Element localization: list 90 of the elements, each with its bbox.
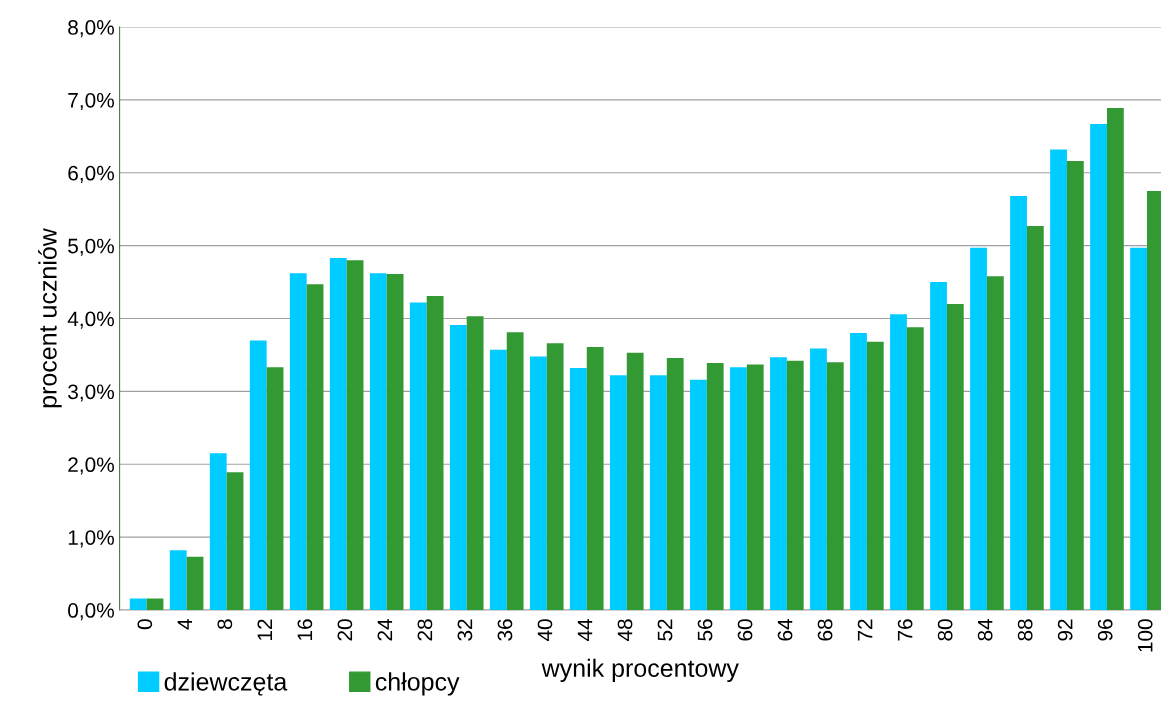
bar <box>1106 107 1124 611</box>
x-tick-label: 60 <box>737 619 753 641</box>
bar <box>426 295 444 611</box>
bar <box>986 276 1004 611</box>
x-tick-label: 56 <box>697 619 713 641</box>
bar <box>506 332 524 611</box>
x-tick-label: 16 <box>297 619 313 640</box>
bar <box>626 352 644 611</box>
bar <box>1010 196 1027 611</box>
x-tick-label: 4 <box>177 618 192 630</box>
x-tick-label: 64 <box>777 618 793 641</box>
y-axis-title: procent uczniów <box>38 228 62 408</box>
bar <box>706 362 724 611</box>
bar <box>289 273 307 611</box>
x-tick-label: 0 <box>137 619 153 630</box>
x-tick-label: 88 <box>1017 619 1033 641</box>
bar <box>890 314 907 611</box>
x-tick-label: 20 <box>337 619 353 641</box>
bar <box>1090 123 1107 611</box>
bar <box>466 316 484 611</box>
bar <box>1050 149 1067 611</box>
bar <box>609 375 627 611</box>
bar <box>569 368 587 611</box>
bar <box>970 247 987 611</box>
bar <box>129 598 147 611</box>
bar <box>546 343 564 611</box>
y-tick-label: 2,0% <box>68 457 114 475</box>
bar <box>169 550 187 611</box>
bar <box>650 375 667 611</box>
x-tick-label: 8 <box>217 619 233 630</box>
bar <box>489 349 507 611</box>
x-tick-label: 92 <box>1057 619 1073 641</box>
bar <box>146 598 164 611</box>
bar <box>770 357 787 611</box>
bar <box>786 360 804 611</box>
x-tick-label: 36 <box>497 619 513 641</box>
bar <box>930 282 947 611</box>
bar <box>810 348 827 611</box>
bar <box>1066 161 1084 611</box>
x-tick-label: 84 <box>977 618 993 641</box>
bar <box>186 556 204 611</box>
x-tick-label: 32 <box>457 619 473 641</box>
y-tick-label: 0,0% <box>68 603 114 621</box>
bar <box>209 453 227 611</box>
bar <box>306 284 324 611</box>
bar <box>746 364 764 611</box>
legend-label: dziewczęta <box>164 672 288 696</box>
bar <box>946 303 964 611</box>
y-tick-label: 8,0% <box>68 20 114 38</box>
bar <box>1130 247 1147 611</box>
bar <box>690 379 707 611</box>
x-tick-label: 28 <box>417 619 433 641</box>
bar <box>730 367 747 611</box>
y-tick-label: 7,0% <box>68 92 114 111</box>
bar <box>249 340 267 611</box>
x-axis-title: wynik procentowy <box>541 658 739 682</box>
x-tick-label: 80 <box>937 619 953 641</box>
x-tick-label: 52 <box>657 619 673 641</box>
bar <box>449 325 467 611</box>
y-tick-label: 4,0% <box>67 311 114 329</box>
y-tick-label: 3,0% <box>68 384 114 402</box>
y-tick-label: 6,0% <box>68 165 114 183</box>
bar <box>850 333 867 611</box>
x-tick-label: 68 <box>817 619 833 641</box>
x-tick-label: 44 <box>577 618 593 642</box>
bar <box>386 274 404 611</box>
bar <box>369 273 387 611</box>
legend-label: chłopcy <box>375 672 460 696</box>
bar <box>586 346 604 611</box>
x-tick-label: 40 <box>537 619 553 642</box>
x-tick-label: 96 <box>1097 619 1113 641</box>
bar <box>226 472 244 611</box>
bar <box>666 357 684 611</box>
x-tick-label: 76 <box>897 619 913 641</box>
y-tick-label: 5,0% <box>68 238 114 256</box>
bar <box>346 260 364 611</box>
bar <box>329 258 347 611</box>
x-tick-label: 100 <box>1137 619 1153 652</box>
x-tick-label: 24 <box>377 618 393 641</box>
x-tick-label: 72 <box>857 619 873 641</box>
bar <box>826 362 844 611</box>
bar <box>529 356 547 611</box>
x-tick-label: 12 <box>257 619 273 640</box>
bar <box>1026 225 1044 611</box>
bar <box>266 367 284 611</box>
bar <box>906 327 924 611</box>
bar <box>866 341 884 611</box>
x-tick-label: 48 <box>617 619 633 642</box>
y-tick-label: 1,0% <box>68 530 114 548</box>
bar <box>409 302 427 611</box>
